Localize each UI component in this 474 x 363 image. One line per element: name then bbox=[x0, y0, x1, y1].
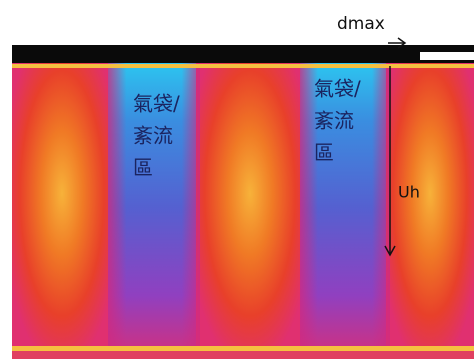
region-label: 區 bbox=[314, 141, 334, 165]
region-label: 氣袋/ bbox=[133, 92, 180, 116]
region-label: 氣袋/ bbox=[314, 77, 361, 101]
dmax-label: dmax bbox=[337, 14, 385, 34]
thermal-image bbox=[12, 45, 474, 359]
region-label: 紊流 bbox=[133, 124, 173, 148]
uh-label: Uh bbox=[398, 183, 420, 202]
figure: dmax Uh 氣袋/紊流區 氣袋/紊流區 bbox=[0, 0, 474, 359]
region-label: 紊流 bbox=[314, 109, 354, 133]
region-label: 區 bbox=[133, 156, 153, 180]
